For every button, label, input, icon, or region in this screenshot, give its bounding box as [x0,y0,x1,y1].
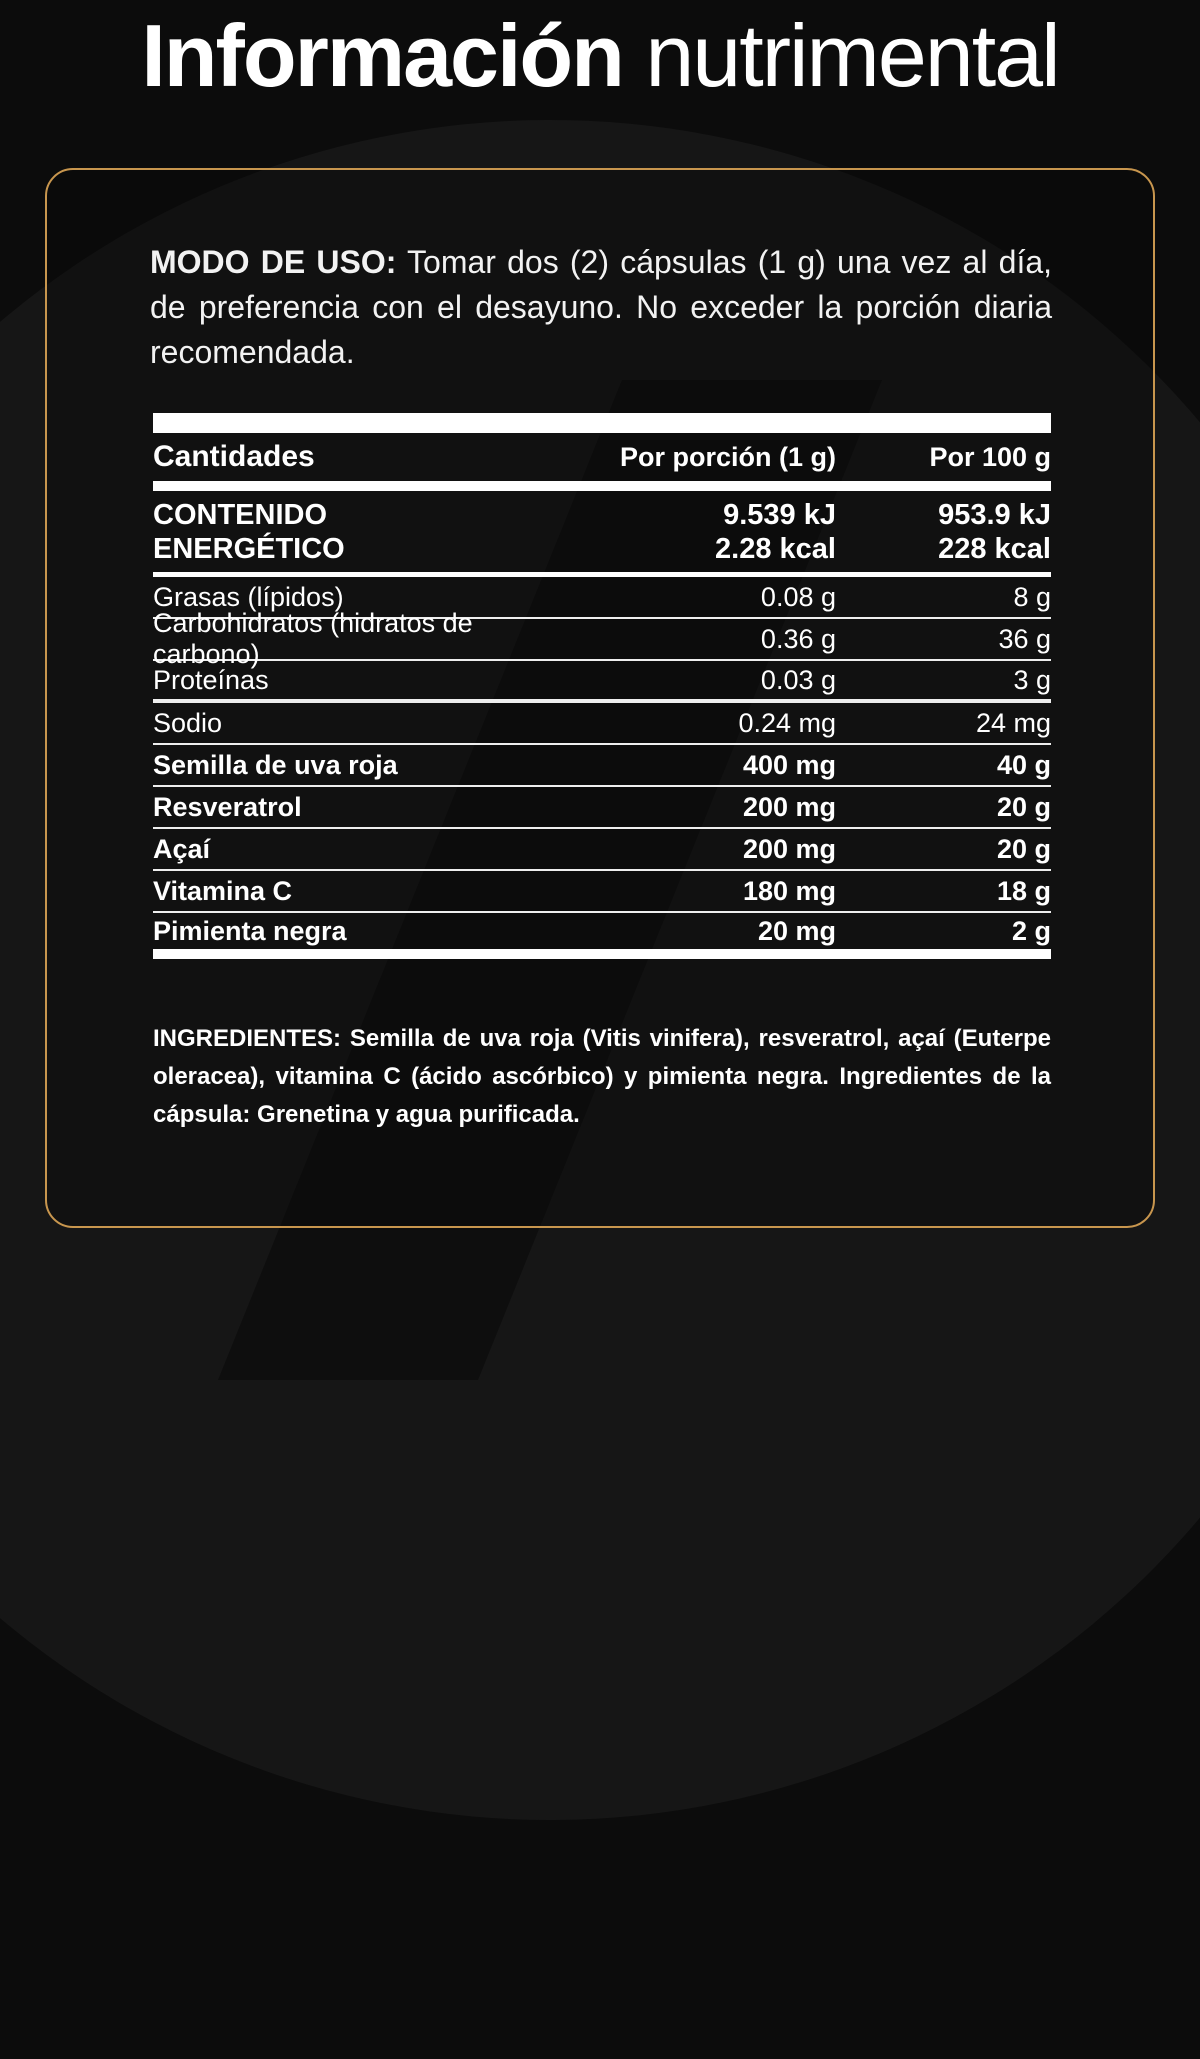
cell-portion: 20 mg [757,915,836,946]
cell-name: Vitamina C [153,875,293,906]
cell-per100: 24 mg [975,707,1051,738]
table-top-bar [153,413,1051,433]
energy-100-kcal: 228 kcal [938,532,1051,565]
cell-portion: 0.03 g [760,664,836,695]
cell-portion: 0.24 mg [738,707,836,738]
energy-100-kj: 953.9 kJ [938,498,1051,531]
cell-portion: 0.36 g [760,623,836,654]
cell-portion: 200 mg [742,833,836,864]
header-per-portion: Por porción (1 g) [620,441,836,472]
cell-per100: 3 g [1013,664,1051,695]
cell-name: Açaí [153,833,211,864]
nutrition-table: Cantidades Por porción (1 g) Por 100 g C… [153,413,1051,959]
energy-portion-kj: 9.539 kJ [723,498,836,531]
table-header: Cantidades Por porción (1 g) Por 100 g [153,433,1051,491]
usage-text: Tomar dos (2) cápsulas (1 g) una vez al … [150,244,1053,370]
table-row: Vitamina C 180 mg 18 g [153,871,1051,913]
cell-portion: 0.08 g [760,581,836,612]
energy-label: CONTENIDO [153,498,327,531]
cell-name: Semilla de uva roja [153,749,398,780]
page-title: Información nutrimental [0,8,1200,103]
table-row: Açaí 200 mg 20 g [153,829,1051,871]
usage-label: MODO DE USO: [150,244,397,280]
energy-portion-kcal: 2.28 kcal [715,532,836,565]
cell-per100: 36 g [998,623,1051,654]
cell-per100: 8 g [1013,581,1051,612]
cell-name: Carbohidratos (hidratos de carbono) [153,608,473,669]
header-per-100: Por 100 g [929,441,1051,472]
ingredients: INGREDIENTES: Semilla de uva roja (Vitis… [153,1025,1051,1128]
cell-per100: 20 g [996,791,1051,822]
energy-label: ENERGÉTICO [153,532,345,565]
cell-name: Pimienta negra [153,915,347,946]
cell-portion: 180 mg [742,875,836,906]
cell-portion: 200 mg [742,791,836,822]
title-bold: Información [141,6,625,105]
title-light: nutrimental [645,6,1060,105]
cell-name: Proteínas [153,664,269,695]
cell-name: Sodio [153,707,223,738]
table-row: Proteínas 0.03 g 3 g [153,661,1051,703]
cell-portion: 400 mg [742,749,836,780]
cell-per100: 2 g [1011,915,1051,946]
cell-name: Resveratrol [153,791,302,822]
table-row: Carbohidratos (hidratos de carbono) 0.36 … [153,608,1051,669]
nutrition-card [45,168,1155,1228]
usage-instructions: MODO DE USO: Tomar dos (2) cápsulas (1 g… [150,240,1052,375]
table-row: Resveratrol 200 mg 20 g [153,787,1051,829]
cell-per100: 20 g [996,833,1051,864]
cell-name: Grasas (lípidos) [153,581,344,612]
cell-per100: 18 g [996,875,1051,906]
energy-row: CONTENIDO ENERGÉTICO 9.539 kJ 2.28 kcal 95… [153,491,1051,577]
table-row: Pimienta negra 20 mg 2 g [153,913,1051,959]
table-row: Sodio 0.24 mg 24 mg [153,703,1051,745]
table-row: Grasas (lípidos) 0.08 g 8 g [153,577,1051,619]
table-row: Semilla de uva roja 400 mg 40 g [153,745,1051,787]
header-cantidades: Cantidades [153,440,315,473]
cell-per100: 40 g [996,749,1051,780]
